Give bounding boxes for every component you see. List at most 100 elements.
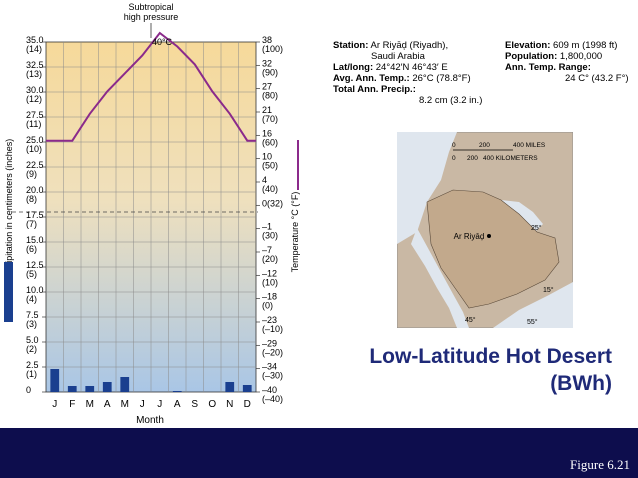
riyadh-dot — [487, 234, 491, 238]
station-value-2: Saudi Arabia — [371, 51, 425, 62]
temp-tick-label-f: (70) — [262, 114, 278, 124]
month-tick-label: A — [174, 399, 181, 410]
precip-bar — [172, 391, 182, 392]
precip-bar — [50, 369, 60, 392]
precip-bar — [67, 386, 77, 392]
precip-legend-swatch — [4, 262, 13, 322]
grid — [46, 42, 256, 392]
avgtemp-label: Avg. Ann. Temp.: — [333, 73, 410, 84]
temp-tick-label: 27 — [262, 82, 272, 92]
precip-tick-label-in: (3) — [26, 319, 37, 329]
precip-tick-label: 22.5 — [26, 160, 44, 170]
temp-tick-label: 32 — [262, 58, 272, 68]
precip-value: 8.2 cm (3.2 in.) — [419, 95, 483, 106]
precip-tick-label: 12.5 — [26, 260, 44, 270]
precip-tick-label: 7.5 — [26, 310, 39, 320]
precip-tick-label-in: (11) — [26, 119, 41, 129]
annotation-subtropical-2: high pressure — [124, 12, 179, 22]
precip-tick-label-in: (14) — [26, 44, 42, 54]
precip-bar — [120, 377, 130, 392]
temp-tick-label-f: (30) — [262, 231, 278, 241]
precip-tick-label-in: (9) — [26, 169, 37, 179]
chart-title: Low-Latitude Hot Desert (BWh) — [369, 343, 612, 397]
temp-tick-label-f: (60) — [262, 137, 278, 147]
precip-tick-label-in: (13) — [26, 69, 42, 79]
temp-tick-label: 38 — [262, 35, 272, 45]
lat-label-25: 25° — [531, 224, 542, 232]
month-tick-label: D — [244, 399, 251, 410]
temp-tick-label-f: (40) — [262, 184, 278, 194]
temp-tick-label: –7 — [262, 245, 272, 255]
precip-tick-label: 20.0 — [26, 185, 44, 195]
precip-bar — [85, 386, 95, 392]
precip-tick-label-in: (5) — [26, 269, 37, 279]
temp-tick-label-f: (0) — [262, 301, 273, 311]
temp-axis-title: Temperature °C (°F) — [290, 192, 300, 273]
precip-tick-label: 27.5 — [26, 110, 44, 120]
temp-tick-label: –40 — [262, 385, 277, 395]
scale-miles-0: 0 — [452, 142, 456, 149]
month-tick-label: F — [69, 399, 75, 410]
scale-miles-2: 400 MILES — [513, 142, 546, 149]
city-label: Ar Riyāḑ — [454, 232, 485, 241]
temp-tick-label: 10 — [262, 152, 272, 162]
precip-tick-label-in: (6) — [26, 244, 37, 254]
precip-tick-label: 10.0 — [26, 285, 44, 295]
scale-km-2: 400 KILOMETERS — [483, 155, 538, 162]
temp-axis-ticks: 38(100) 32(90) 27(80) 21(70) 16(60) 10(50) 4(4… — [256, 35, 283, 404]
temp-tick-label: –1 — [262, 222, 272, 232]
precip-axis-title: Precipitation in centimeters (inches) — [4, 139, 14, 282]
red-sea — [411, 228, 469, 328]
title-line-1: Low-Latitude Hot Desert — [369, 345, 612, 368]
scale-km-1: 200 — [467, 155, 478, 162]
precip-axis-ticks: 0 2.5(1) 5.0(2) 7.5(3) 10.0(4) 12.5(5) 15.0(6)… — [26, 35, 46, 395]
station-label: Station: — [333, 40, 369, 51]
precip-bar — [102, 382, 112, 392]
temp-tick-label-f: (100) — [262, 44, 283, 54]
precip-tick-label-in: (2) — [26, 344, 37, 354]
precip-tick-label: 25.0 — [26, 135, 44, 145]
elevation-value: 609 m (1998 ft) — [553, 40, 618, 51]
month-tick-label: J — [140, 399, 145, 410]
range-value: 24 C° (43.2 F°) — [565, 73, 629, 84]
precip-tick-label: 35.0 — [26, 35, 44, 45]
precip-tick-label: 32.5 — [26, 60, 44, 70]
temp-tick-label: –18 — [262, 292, 277, 302]
temp-tick-label: 4 — [262, 175, 267, 185]
precip-label: Total Ann. Precip.: — [333, 84, 416, 95]
precip-tick-label-in: (12) — [26, 94, 42, 104]
latlong-label: Lat/long: — [333, 62, 374, 73]
temp-tick-label: 0(32) — [262, 198, 283, 208]
long-label-55: 55° — [527, 318, 538, 326]
month-tick-label: A — [104, 399, 111, 410]
precip-tick-label: 0 — [26, 385, 31, 395]
temp-tick-label-f: (20) — [262, 254, 278, 264]
precip-bar — [225, 382, 235, 392]
annotation-subtropical-1: Subtropical — [128, 2, 173, 12]
population-label: Population: — [505, 51, 558, 62]
month-tick-label: J — [157, 399, 162, 410]
temp-tick-label-f: (–30) — [262, 371, 283, 381]
location-map: Ar Riyāḑ 0 200 400 MILES 0 200 400 KILOM… — [397, 132, 573, 328]
title-line-2: (BWh) — [550, 372, 612, 395]
temp-tick-label: –34 — [262, 362, 277, 372]
elevation-label: Elevation: — [505, 40, 551, 51]
climograph: 0 2.5(1) 5.0(2) 7.5(3) 10.0(4) 12.5(5) 15.0(6)… — [4, 2, 300, 426]
month-tick-label: N — [226, 399, 233, 410]
temp-tick-label-f: (10) — [262, 277, 278, 287]
temp-tick-label: 16 — [262, 128, 272, 138]
month-tick-label: J — [52, 399, 57, 410]
peninsula — [426, 189, 560, 309]
month-tick-label: O — [208, 399, 216, 410]
figure-label: Figure 6.21 — [570, 457, 630, 472]
precip-tick-label-in: (8) — [26, 194, 37, 204]
precip-tick-label-in: (4) — [26, 294, 37, 304]
annotation-peak: 40°C — [152, 37, 173, 47]
temp-tick-label: –23 — [262, 315, 277, 325]
station-value: Ar Riyāḑ (Riyadh), — [370, 40, 449, 51]
temp-tick-label-f: (–40) — [262, 394, 283, 404]
footer-band — [0, 428, 638, 478]
temp-tick-label-f: (50) — [262, 161, 278, 171]
population-value: 1,800,000 — [559, 51, 603, 62]
